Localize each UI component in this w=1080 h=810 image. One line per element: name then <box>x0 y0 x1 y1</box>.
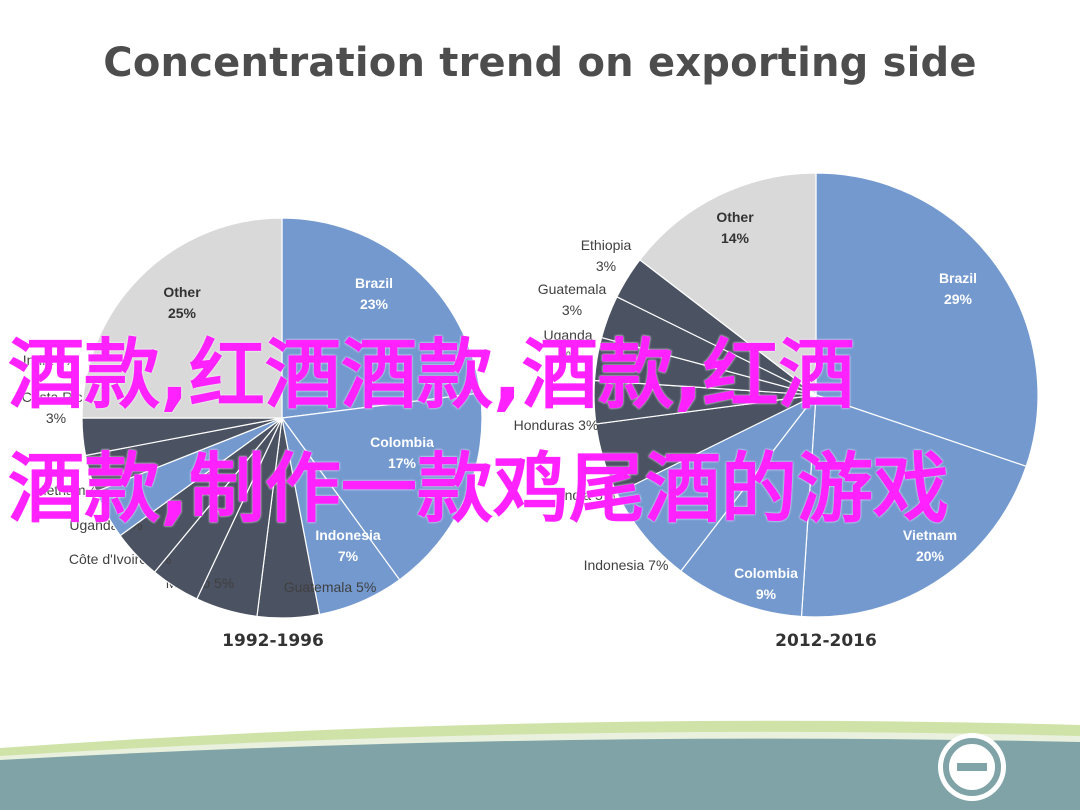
slice-label-colombia: Colombia 17% <box>370 434 434 471</box>
slice-label-costa-rica: Costa Rica 3% <box>22 389 91 426</box>
slice-label-uganda: Uganda 3% <box>543 327 592 364</box>
slice-label-guatemala: Guatemala 3% <box>538 281 607 318</box>
overlay-text-line-2: 酒款,制作一款鸡尾酒的游戏 <box>8 444 949 533</box>
slice-label-ethiopia: Ethiopia 3% <box>581 237 632 274</box>
pie-slice-other <box>639 172 817 397</box>
slice-label-indonesia: Indonesia 7% <box>315 527 381 564</box>
pie-slice-colombia <box>680 393 817 618</box>
slice-label-brazil: Brazil 23% <box>355 275 393 312</box>
slice-label-vietnam: Vietnam 20% <box>903 527 957 564</box>
pie-chart-1992-1996: Brazil 23% Colombia 17% Indonesia 7% Guatemala… <box>22 217 483 619</box>
slice-label-colombia: Colombia 9% <box>734 565 798 602</box>
slice-label-india: India 3% <box>23 352 77 368</box>
footer-band <box>0 720 1080 810</box>
page-title: Concentration trend on exporting side <box>103 40 977 86</box>
slice-label-honduras: Honduras 3% <box>514 417 599 433</box>
pie-title-1992-1996: 1992-1996 <box>222 631 324 651</box>
slice-label-guatemala: Guatemala 5% <box>284 579 377 595</box>
slice-label-other: Other 14% <box>716 209 754 246</box>
pie-slice-colombia <box>280 392 483 581</box>
slice-label-brazil: Brazil 29% <box>939 270 977 307</box>
pie-slice-brazil <box>281 217 482 419</box>
slice-label-indonesia: Indonesia 7% <box>584 557 669 573</box>
pie-chart-2012-2016: Brazil 29% Vietnam 20% Colombia 9% Indonesia 7… <box>514 172 1039 618</box>
pie-slice-other <box>81 217 283 419</box>
slice-label-vietnam: Vietnam 4% <box>34 482 109 498</box>
brand-logo-icon <box>938 733 1006 801</box>
pie-title-2012-2016: 2012-2016 <box>775 631 877 651</box>
overlay-text-line-1: 酒款,红酒酒款,酒款,红酒 <box>8 330 855 419</box>
pie-slice-vietnam <box>800 394 1027 618</box>
slice-label-india: India 5% <box>561 487 615 503</box>
pie-slice-indonesia <box>616 394 817 572</box>
pie-slice-brazil <box>815 172 1039 468</box>
slice-label-other: Other 25% <box>163 284 201 321</box>
